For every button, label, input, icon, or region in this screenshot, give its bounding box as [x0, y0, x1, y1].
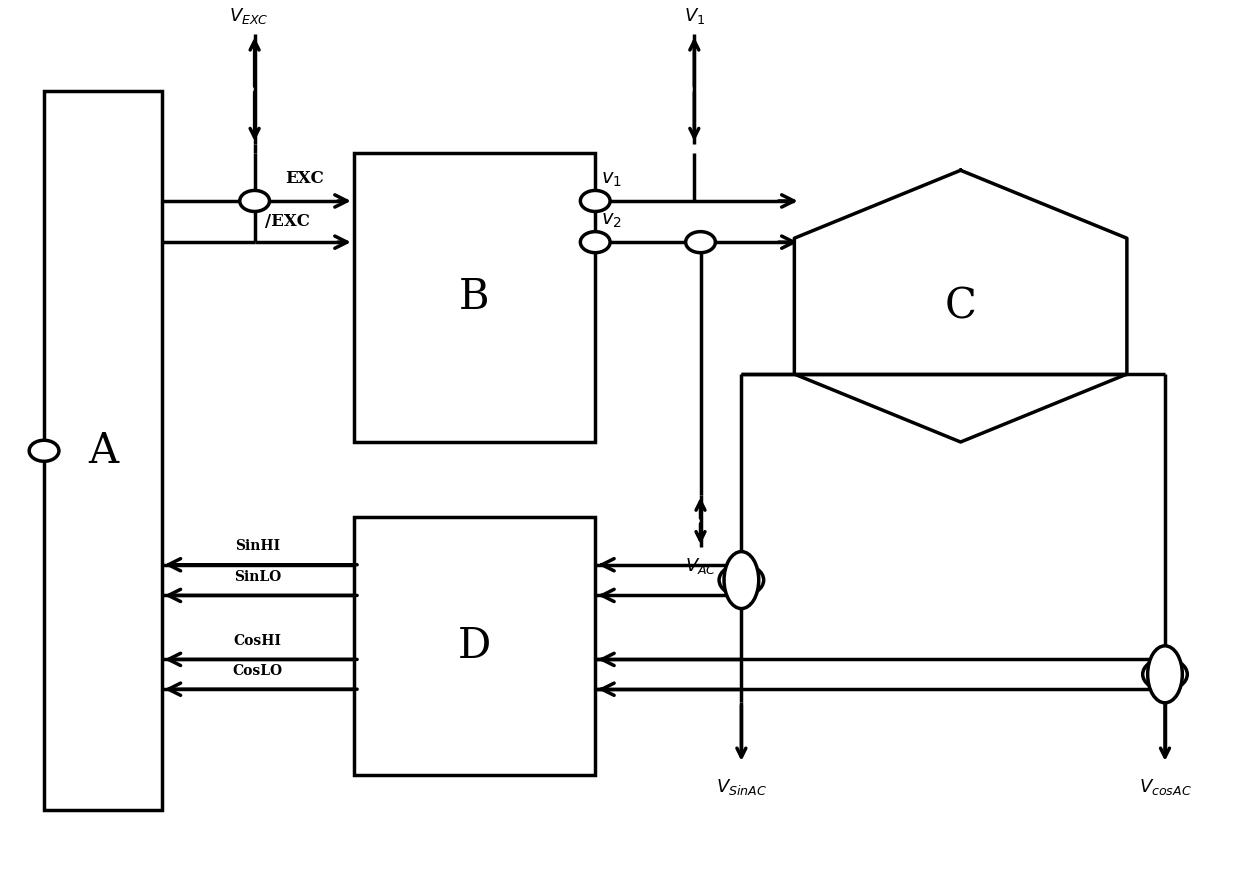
Circle shape [686, 232, 715, 253]
Circle shape [580, 232, 610, 253]
Text: $V_1$: $V_1$ [683, 5, 704, 26]
Text: $V_{SinAC}$: $V_{SinAC}$ [715, 777, 768, 797]
Text: SinLO: SinLO [234, 570, 281, 584]
Text: $V_{AC}$: $V_{AC}$ [684, 556, 717, 576]
Text: EXC: EXC [285, 170, 325, 187]
Text: CosHI: CosHI [233, 634, 281, 648]
Bar [45, 92, 161, 811]
Text: CosLO: CosLO [233, 663, 283, 677]
Text: A: A [88, 430, 118, 472]
Circle shape [580, 190, 610, 211]
Text: D: D [458, 625, 491, 667]
Text: /EXC: /EXC [264, 213, 310, 230]
Text: B: B [459, 277, 490, 318]
Bar [353, 516, 595, 775]
Ellipse shape [724, 552, 759, 609]
Circle shape [30, 440, 60, 462]
Text: C: C [945, 285, 977, 327]
Circle shape [1143, 658, 1187, 690]
Text: SinHI: SinHI [236, 539, 280, 553]
Text: $V_{cosAC}$: $V_{cosAC}$ [1138, 777, 1192, 797]
Bar [353, 152, 595, 442]
Text: $v_2$: $v_2$ [601, 211, 622, 230]
Ellipse shape [1148, 646, 1182, 703]
Polygon shape [795, 170, 1127, 442]
Circle shape [239, 190, 269, 211]
Text: $V_{EXC}$: $V_{EXC}$ [228, 5, 268, 26]
Text: $v_1$: $v_1$ [601, 170, 622, 189]
Circle shape [719, 565, 764, 596]
